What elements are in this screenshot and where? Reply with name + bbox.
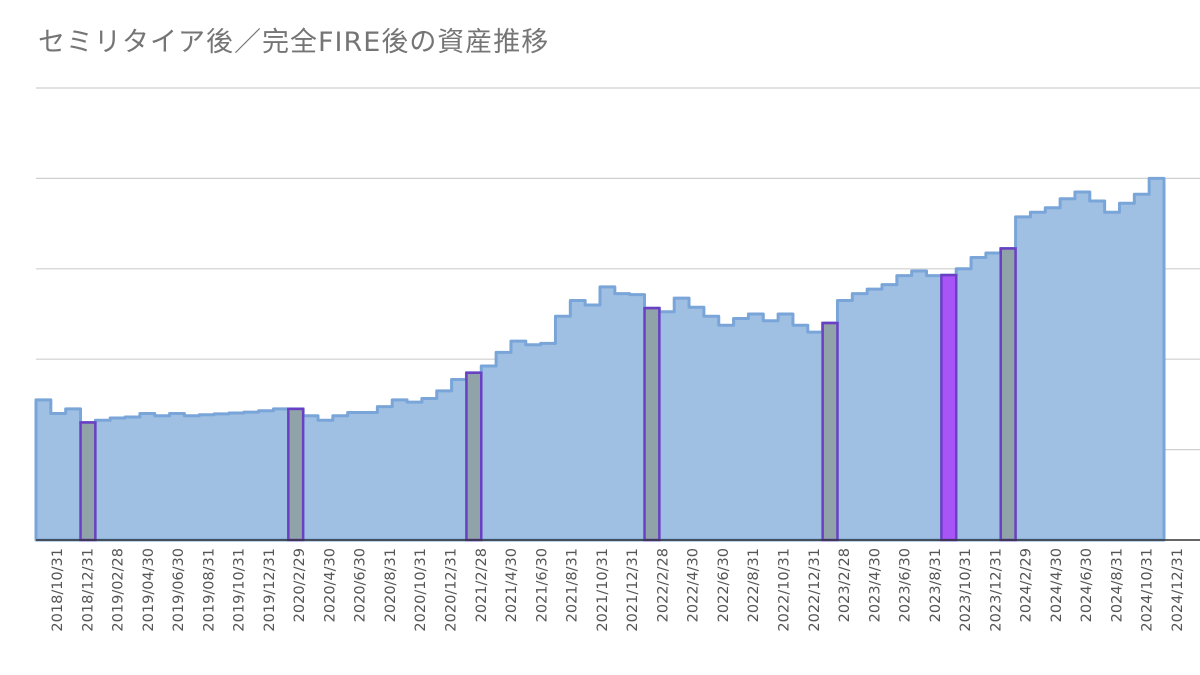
highlight-bar <box>465 371 483 542</box>
chart-title: セミリタイア後／完全FIRE後の資産推移 <box>38 27 550 58</box>
x-tick-label: 2023/4/30 <box>867 548 883 622</box>
x-tick-label: 2023/6/30 <box>898 548 914 622</box>
highlight-bars <box>79 247 1017 542</box>
x-tick-label: 2019/04/30 <box>141 548 157 632</box>
x-tick-label: 2024/6/30 <box>1079 548 1095 622</box>
x-tick-label: 2021/6/30 <box>534 548 550 622</box>
x-tick-label: 2024/12/31 <box>1170 548 1186 632</box>
x-tick-label: 2018/10/31 <box>50 548 66 632</box>
x-tick-label: 2022/8/31 <box>746 548 762 622</box>
x-tick-label: 2019/02/28 <box>111 548 127 632</box>
x-tick-label: 2022/6/30 <box>716 548 732 622</box>
x-tick-label: 2022/10/31 <box>776 548 792 632</box>
x-tick-label: 2018/12/31 <box>80 548 96 632</box>
x-tick-labels: 2018/10/31 2018/12/31 2019/02/28 2019/04/30… <box>50 548 1186 632</box>
x-tick-label: 2023/2/28 <box>837 548 853 622</box>
highlight-bar <box>821 321 839 542</box>
x-tick-label: 2021/8/31 <box>565 548 581 622</box>
x-tick-label: 2020/6/30 <box>353 548 369 622</box>
highlight-bar-special <box>940 273 958 542</box>
x-tick-label: 2021/10/31 <box>595 548 611 632</box>
x-tick-label: 2022/4/30 <box>686 548 702 622</box>
highlight-bar <box>79 421 97 542</box>
x-tick-label: 2020/2/29 <box>292 548 308 622</box>
x-tick-label: 2019/10/31 <box>232 548 248 632</box>
x-tick-label: 2023/8/31 <box>928 548 944 622</box>
x-tick-label: 2020/12/31 <box>444 548 460 632</box>
x-tick-label: 2019/08/31 <box>201 548 217 632</box>
highlight-bar <box>999 247 1017 542</box>
x-tick-label: 2024/10/31 <box>1140 548 1156 632</box>
x-tick-label: 2021/4/30 <box>504 548 520 622</box>
x-tick-label: 2020/4/30 <box>322 548 338 622</box>
x-tick-label: 2020/8/31 <box>383 548 399 622</box>
x-tick-label: 2024/2/29 <box>1019 548 1035 622</box>
x-tick-label: 2021/2/28 <box>474 548 490 622</box>
x-tick-label: 2024/4/30 <box>1049 548 1065 622</box>
x-tick-label: 2023/12/31 <box>988 548 1004 632</box>
highlight-bar <box>643 306 661 542</box>
x-tick-label: 2021/12/31 <box>625 548 641 632</box>
x-tick-label: 2023/10/31 <box>958 548 974 632</box>
x-tick-label: 2024/8/31 <box>1109 548 1125 622</box>
x-tick-label: 2020/10/31 <box>413 548 429 632</box>
x-tick-label: 2019/12/31 <box>262 548 278 632</box>
x-tick-label: 2019/06/30 <box>171 548 187 632</box>
highlight-bar <box>287 407 305 542</box>
x-tick-label: 2022/12/31 <box>807 548 823 632</box>
x-tick-label: 2022/2/28 <box>655 548 671 622</box>
series-area <box>34 176 1166 542</box>
